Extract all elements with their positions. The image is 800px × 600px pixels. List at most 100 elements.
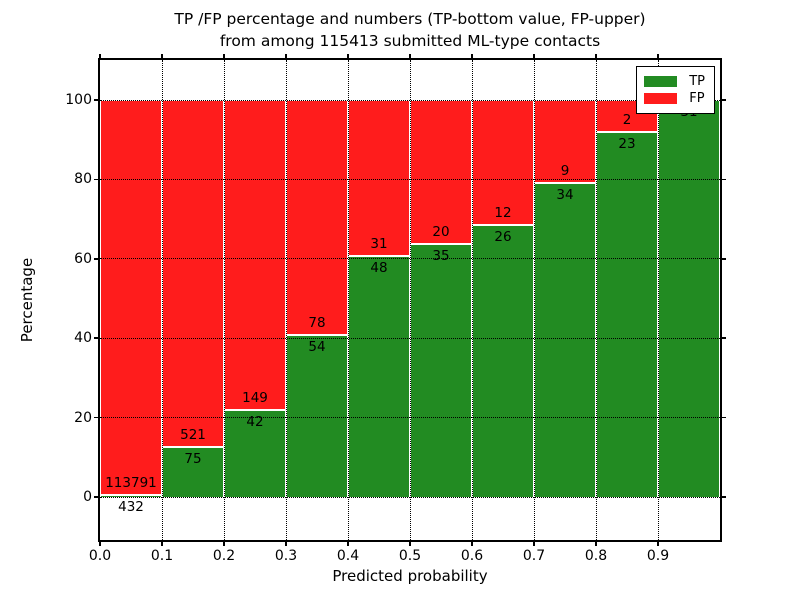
x-tick-mark [285, 542, 287, 546]
bar-value-label-tp: 432 [118, 499, 144, 516]
legend-item-tp: TP [644, 73, 705, 90]
x-tick-mark-top [471, 54, 473, 58]
x-tick-mark-top [409, 54, 411, 58]
bar-value-label-fp: 31 [370, 235, 388, 252]
gridline-vertical [657, 60, 659, 540]
gridline-vertical [347, 60, 349, 540]
bar-value-label-fp: 9 [560, 163, 570, 180]
gridline-horizontal [100, 99, 720, 101]
legend-label: FP [689, 91, 705, 106]
y-tick-label: 100 [65, 92, 92, 108]
bar-value-label-fp: 113791 [105, 475, 157, 492]
gridline-vertical [409, 60, 411, 540]
bar-value-label-tp: 54 [308, 338, 326, 355]
bar-value-label-fp: 78 [308, 314, 326, 331]
x-tick-mark [657, 542, 659, 546]
gridline-horizontal [100, 496, 720, 498]
bar-segment-fp [410, 100, 472, 245]
y-tick-mark-right [722, 178, 726, 181]
bar-value-label-fp: 20 [432, 224, 450, 241]
y-tick-label: 0 [83, 489, 92, 505]
gridline-vertical [161, 60, 163, 540]
bar-segment-fp [224, 100, 286, 410]
x-tick-label: 0.3 [274, 548, 298, 564]
y-tick-mark [94, 99, 98, 101]
bar-segment-tp [472, 225, 534, 497]
x-tick-label: 0.1 [150, 548, 174, 564]
gridline-vertical [285, 60, 287, 540]
y-tick-mark-right [722, 496, 726, 498]
bar-value-label-fp: 2 [622, 111, 632, 128]
bar-segment-tp [658, 100, 720, 497]
legend-item-fp: FP [644, 90, 705, 107]
x-tick-label: 0.6 [460, 548, 484, 564]
x-tick-label: 0.5 [398, 548, 422, 564]
x-axis-label: Predicted probability [332, 567, 488, 585]
x-tick-mark-top [657, 54, 659, 58]
x-tick-mark [223, 542, 225, 546]
x-tick-label: 0.0 [88, 548, 112, 564]
gridline-horizontal [100, 337, 720, 339]
x-tick-label: 0.9 [646, 548, 670, 564]
bar-value-label-tp: 34 [556, 187, 574, 204]
y-tick-mark-right [722, 416, 726, 419]
x-tick-label: 0.4 [336, 548, 360, 564]
bar-value-label-tp: 48 [370, 259, 388, 276]
y-tick-label: 60 [74, 250, 92, 267]
bar-segment-fp [286, 100, 348, 335]
x-tick-mark-top [99, 54, 101, 58]
x-tick-mark-top [223, 54, 225, 58]
x-tick-mark [99, 542, 101, 546]
x-tick-mark [471, 542, 473, 546]
gridline-vertical [533, 60, 535, 540]
gridline-horizontal [100, 178, 720, 180]
x-tick-label: 0.7 [522, 548, 546, 564]
bar-segment-fp [100, 100, 162, 496]
bar-value-label-tp: 23 [618, 135, 636, 152]
gridline-vertical [471, 60, 473, 540]
y-tick-label: 40 [74, 330, 92, 347]
bar-value-label-fp: 521 [180, 427, 206, 444]
gridline-horizontal [100, 258, 720, 260]
gridline-horizontal [100, 417, 720, 419]
legend-swatch-tp [644, 76, 678, 87]
y-tick-label: 80 [74, 171, 92, 188]
gridline-vertical [595, 60, 597, 540]
y-tick-mark-right [722, 337, 726, 339]
bar-segment-fp [162, 100, 224, 448]
chart-title-line2: from among 115413 submitted ML-type cont… [219, 32, 601, 50]
bar-segment-tp [410, 244, 472, 497]
chart-title-line1: TP /FP percentage and numbers (TP-bottom… [174, 10, 646, 28]
x-tick-label: 0.2 [212, 548, 236, 564]
x-tick-mark [161, 542, 163, 546]
legend: TP FP [636, 66, 715, 114]
y-tick-mark-right [722, 258, 726, 260]
x-tick-mark [347, 542, 349, 546]
y-tick-label: 20 [74, 409, 92, 426]
legend-label: TP [689, 74, 705, 89]
y-axis-label: Percentage [18, 257, 36, 343]
y-tick-mark [94, 337, 98, 339]
bar-segment-tp [162, 447, 224, 497]
x-tick-mark [533, 542, 535, 546]
bar-segment-fp [348, 100, 410, 256]
legend-swatch-fp [644, 93, 678, 104]
bar-value-label-fp: 12 [494, 205, 512, 222]
bar-segment-tp [348, 255, 410, 497]
plot-area: 113791 432 521 75 149 42 78 54 31 48 20 35 12 26 9 34 2 2… [100, 60, 720, 540]
bar-segment-tp [224, 409, 286, 497]
bar-value-label-tp: 75 [184, 451, 202, 468]
y-tick-mark [94, 258, 98, 260]
y-tick-mark [94, 416, 98, 419]
x-tick-mark [409, 542, 411, 546]
bar-value-label-tp: 35 [432, 248, 450, 265]
x-tick-mark [595, 542, 597, 546]
bar-value-label-tp: 42 [246, 413, 264, 430]
bar-value-label-tp: 26 [494, 229, 512, 246]
y-tick-mark [94, 178, 98, 181]
x-tick-mark-top [161, 54, 163, 58]
x-tick-mark-top [533, 54, 535, 58]
gridline-vertical [223, 60, 225, 540]
bar-segment-tp [596, 131, 658, 497]
